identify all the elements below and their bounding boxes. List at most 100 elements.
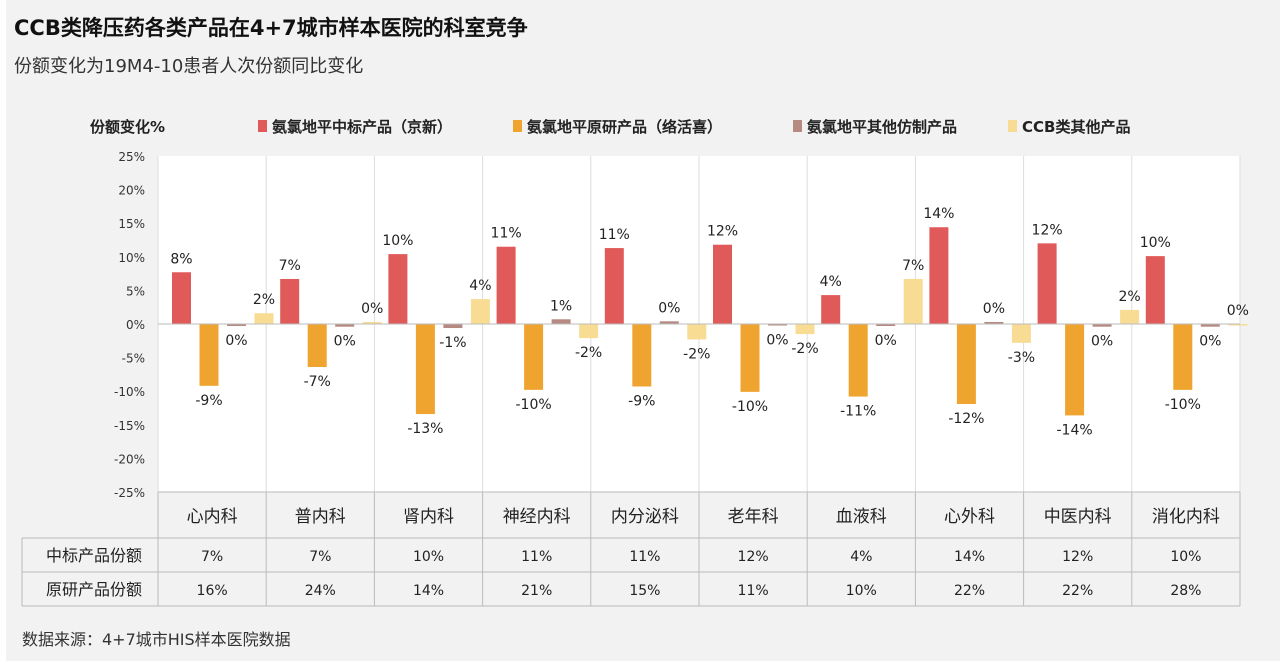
data-label: 4%: [820, 274, 842, 290]
legend-swatch: [513, 120, 522, 132]
table-cell: 11%: [629, 549, 660, 565]
data-label: -10%: [732, 399, 768, 415]
data-label: 0%: [225, 333, 247, 349]
data-label: -9%: [195, 393, 222, 409]
table-cell: 10%: [846, 583, 877, 599]
table-cell: 28%: [1170, 583, 1201, 599]
data-label: -1%: [439, 335, 466, 351]
data-label: 2%: [1118, 289, 1140, 305]
y-axis-label: 份额变化%: [90, 118, 165, 136]
bar: [362, 321, 382, 324]
table-row-header: 原研产品份额: [46, 580, 142, 599]
y-tick-label: -10%: [114, 385, 145, 399]
data-label: 0%: [875, 333, 897, 349]
bar: [713, 244, 732, 324]
data-label: 10%: [382, 233, 413, 249]
data-label: -11%: [840, 404, 876, 420]
y-tick-label: 15%: [118, 217, 145, 231]
bar: [524, 324, 544, 390]
data-label: -7%: [304, 374, 331, 390]
data-label: -13%: [407, 421, 443, 437]
data-label: 11%: [491, 226, 522, 242]
data-label: 0%: [1091, 334, 1113, 350]
legend-label: 氨氯地平其他仿制产品: [807, 118, 957, 136]
data-label: 12%: [707, 224, 738, 240]
data-label: -2%: [683, 346, 710, 362]
bar: [1120, 309, 1140, 324]
table-cell: 14%: [413, 583, 444, 599]
bar: [1200, 324, 1220, 327]
table-cell: 15%: [629, 583, 660, 599]
bar: [1092, 324, 1112, 327]
bar: [740, 324, 760, 392]
table-cell: 21%: [521, 583, 552, 599]
bar: [984, 321, 1004, 324]
data-label: 7%: [279, 258, 301, 274]
data-label: 11%: [599, 227, 630, 243]
y-tick-label: 0%: [126, 318, 145, 332]
x-tick-label: 心内科: [187, 507, 238, 527]
bar: [1065, 324, 1085, 416]
bar: [335, 324, 355, 327]
y-tick-label: 25%: [118, 150, 145, 164]
table-cell: 11%: [521, 549, 552, 565]
y-tick-label: -5%: [122, 352, 145, 366]
y-tick-label: -15%: [114, 419, 145, 433]
data-label: -14%: [1057, 422, 1093, 438]
bar: [659, 321, 679, 324]
data-label: 0%: [334, 334, 356, 350]
data-label: 0%: [658, 300, 680, 316]
chart-title: CCB类降压药各类产品在4+7城市样本医院的科室竞争: [14, 16, 528, 40]
y-tick-label: 20%: [118, 184, 145, 198]
x-tick-label: 消化内科: [1152, 507, 1220, 527]
table-cell: 22%: [954, 583, 985, 599]
bar: [496, 246, 516, 324]
table-cell: 4%: [850, 549, 872, 565]
data-label: 12%: [1032, 222, 1063, 238]
table-cell: 12%: [1062, 549, 1093, 565]
bar: [1037, 243, 1057, 324]
table-cell: 12%: [738, 549, 769, 565]
x-tick-label: 内分泌科: [611, 507, 679, 527]
x-tick-label: 普内科: [295, 507, 346, 527]
table-cell: 7%: [309, 549, 331, 565]
data-label: -12%: [948, 411, 984, 427]
bar: [1228, 324, 1248, 326]
table-cell: 7%: [201, 549, 223, 565]
data-label: 0%: [983, 301, 1005, 317]
bar: [768, 324, 787, 326]
data-label: 0%: [766, 332, 788, 348]
bar: [470, 299, 490, 324]
x-tick-label: 肾内科: [403, 507, 454, 527]
bar: [254, 313, 274, 324]
legend-swatch: [1008, 120, 1017, 132]
data-label: -9%: [628, 393, 655, 409]
data-label: 0%: [361, 301, 383, 317]
x-tick-label: 血液科: [836, 507, 887, 527]
bar: [1173, 324, 1193, 390]
bar: [876, 324, 896, 327]
bar: [687, 324, 707, 340]
data-label: 4%: [469, 278, 491, 294]
bar: [604, 248, 624, 324]
table-cell: 10%: [1170, 549, 1201, 565]
y-tick-label: -25%: [114, 486, 145, 500]
bar: [388, 254, 408, 324]
data-label: -3%: [1008, 350, 1035, 366]
bar: [415, 324, 435, 415]
data-label: 1%: [550, 298, 572, 314]
table-cell: 16%: [197, 583, 228, 599]
table-cell: 11%: [738, 583, 769, 599]
data-label: 2%: [253, 292, 275, 308]
bar: [821, 295, 841, 324]
legend-label: 氨氯地平中标产品（京新）: [272, 118, 452, 136]
data-label: 10%: [1140, 235, 1171, 251]
table-row-header: 中标产品份额: [46, 546, 142, 565]
data-label: 14%: [923, 206, 954, 222]
bar: [956, 324, 976, 404]
data-label: -10%: [516, 397, 552, 413]
data-label: -2%: [791, 341, 818, 357]
bar: [199, 324, 219, 386]
bar: [1011, 324, 1031, 343]
